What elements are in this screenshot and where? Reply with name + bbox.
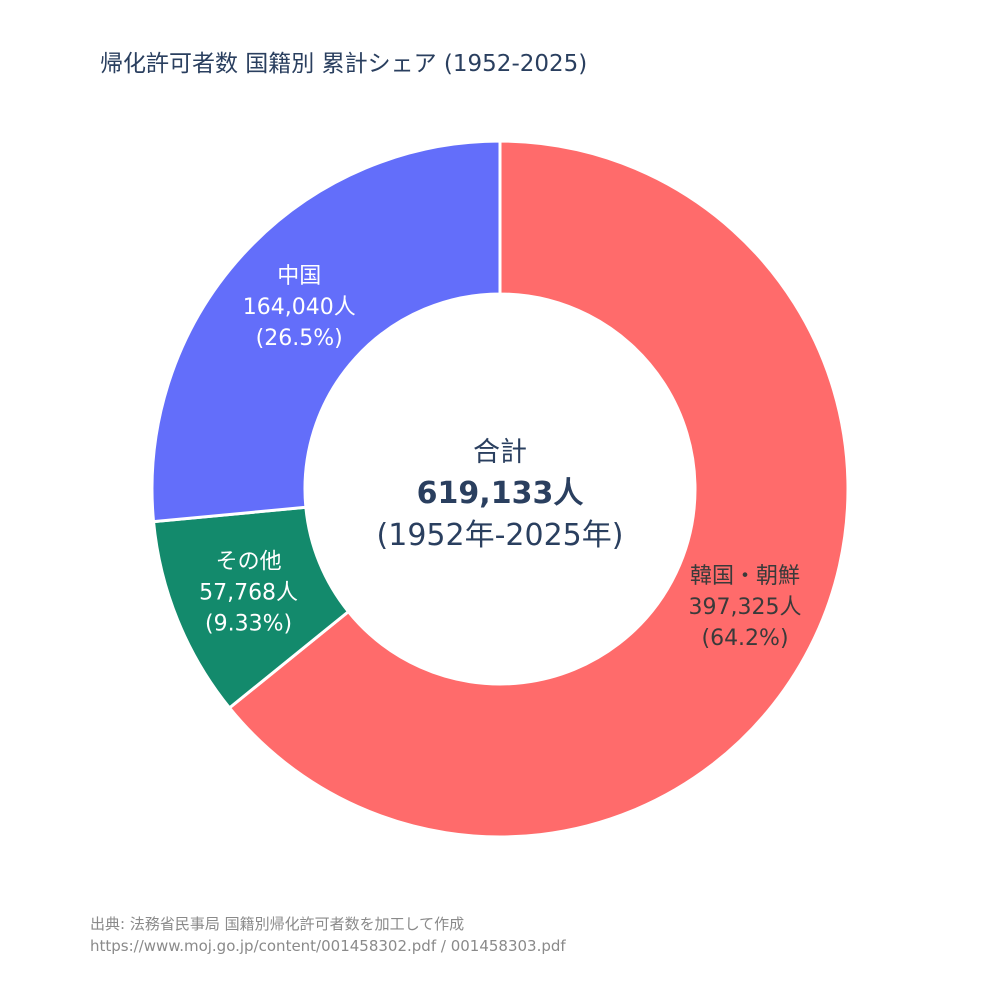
slice-3-wedge	[150, 139, 502, 524]
center-title: 合計	[473, 437, 527, 468]
slice-2-label: その他	[216, 549, 282, 574]
labels-group: 韓国・朝鮮 397,325人 (64.2%) その他 57,768人 (9.33%) 中国 1…	[199, 264, 801, 651]
slice-1-percent: (64.2%)	[701, 626, 788, 651]
slice-3-value: 164,040人	[243, 295, 356, 320]
slice-2-percent: (9.33%)	[205, 611, 292, 636]
slice-3-label: 中国	[277, 264, 321, 289]
slice-1-wedge	[227, 139, 850, 839]
slice-1-value: 397,325人	[689, 595, 802, 620]
slice-2-value: 57,768人	[199, 580, 298, 605]
chart-title: 帰化許可者数 国籍別 累計シェア (1952-2025)	[100, 51, 588, 77]
center-annotation: 合計 619,133人 (1952年-2025年)	[377, 437, 624, 553]
slices-group	[150, 139, 850, 839]
source-url: https://www.moj.go.jp/content/001458302.…	[90, 937, 566, 955]
center-range: (1952年-2025年)	[377, 518, 624, 553]
slice-3-percent: (26.5%)	[256, 326, 343, 351]
source-citation: 出典: 法務省民事局 国籍別帰化許可者数を加工して作成	[90, 915, 465, 933]
center-total: 619,133人	[417, 476, 584, 511]
slice-1-label: 韓国・朝鮮	[690, 564, 800, 589]
